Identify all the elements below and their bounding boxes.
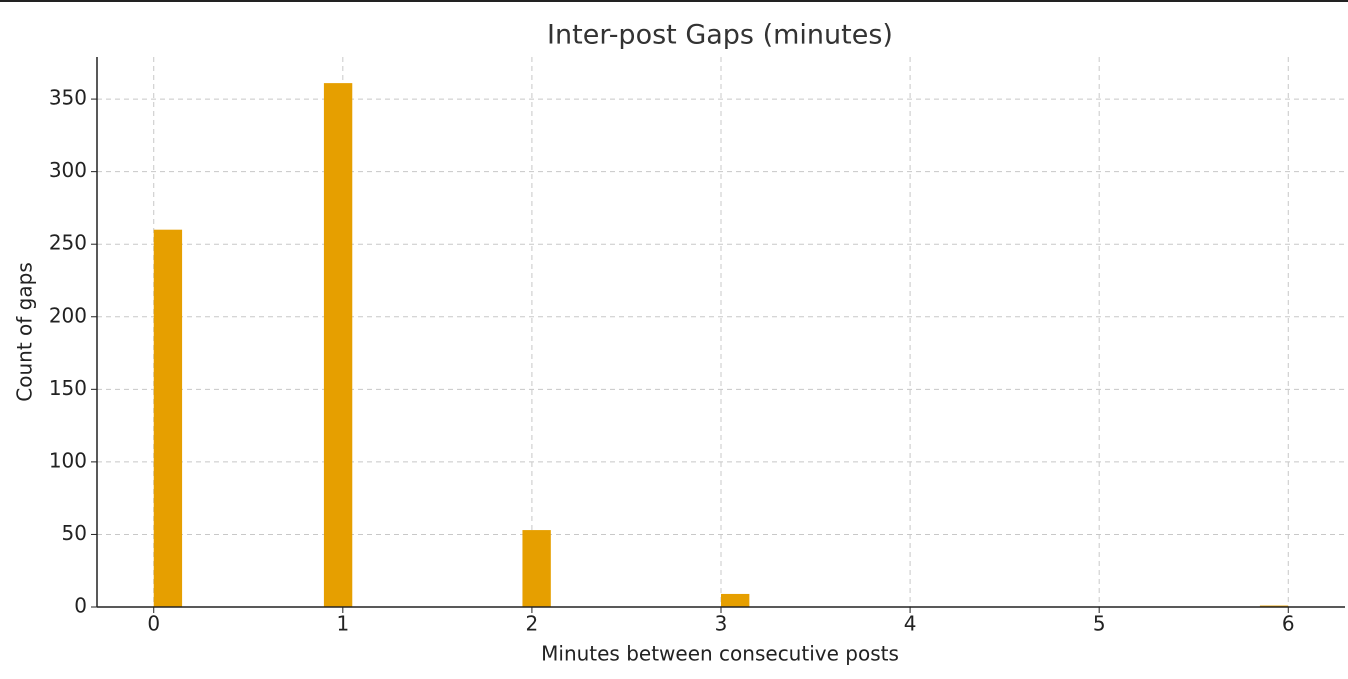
bar: [721, 593, 750, 607]
y-tick-label: 50: [62, 521, 87, 545]
x-tick-label: 4: [904, 612, 917, 636]
x-tick-label: 1: [336, 612, 349, 636]
y-tick-label: 350: [49, 86, 87, 110]
x-tick-label: 5: [1093, 612, 1106, 636]
x-tick-label: 2: [526, 612, 539, 636]
x-axis-label: Minutes between consecutive posts: [541, 642, 899, 666]
y-tick-label: 300: [49, 158, 87, 182]
y-axis-label: Count of gaps: [13, 262, 37, 401]
x-tick-label: 6: [1282, 612, 1295, 636]
bar: [323, 83, 353, 608]
bar: [153, 229, 183, 608]
y-tick-label: 200: [49, 303, 87, 327]
chart-title: Inter-post Gaps (minutes): [547, 20, 893, 51]
y-tick-label: 150: [49, 376, 87, 400]
y-tick-label: 250: [49, 231, 87, 255]
y-tick-label: 0: [74, 594, 87, 618]
x-tick-label: 0: [147, 612, 160, 636]
y-tick-label: 100: [49, 448, 87, 472]
x-tick-label: 3: [715, 612, 728, 636]
bar: [522, 530, 551, 607]
